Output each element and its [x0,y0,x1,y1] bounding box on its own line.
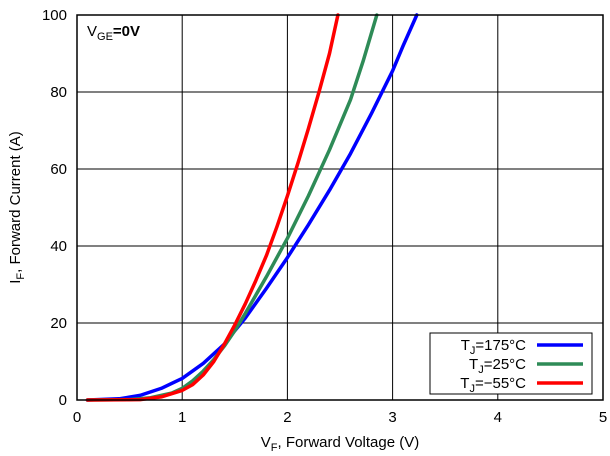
plot-frame [76,14,604,401]
legend-label-25c: TJ=25°C [469,356,526,376]
legend-entry-25c: TJ=25°C [469,356,583,376]
series-lines [85,13,419,402]
x-axis-label: VF, Forward Voltage (V) [261,434,419,454]
y-tick-label: 20 [50,315,67,332]
legend-label-175c: TJ=175°C [461,337,526,357]
series-line-2 [85,13,340,402]
x-tick-label: 2 [283,409,291,426]
y-tick-label: 60 [50,161,67,178]
series-line-1 [85,13,379,402]
x-tick-label: 1 [178,409,186,426]
xlabel-rest: , Forward Voltage (V) [278,434,420,451]
vge-annotation: VGE=0V [87,23,140,43]
annotation-main: V [87,23,97,40]
legend-label-minus55c: TJ=−55°C [460,375,526,395]
ylabel-sub: F [15,273,27,280]
ylabel-main: I [7,280,24,284]
xlabel-main: V [261,434,271,451]
ylabel-rest: , Forward Current (A) [7,131,24,273]
x-tick-label: 4 [494,409,502,426]
y-tick-label: 80 [50,84,67,101]
y-axis-label: IF, Forward Current (A) [7,131,27,284]
y-tick-label: 0 [59,392,67,409]
annotation-rest: =0V [113,23,140,40]
tick-labels: 0 1 2 3 4 5 0 20 40 60 80 100 [42,7,607,426]
x-tick-label: 3 [388,409,396,426]
legend: TJ=175°C TJ=25°C TJ=−55°C [429,332,593,395]
y-tick-label: 100 [42,7,67,24]
x-tick-label: 0 [73,409,81,426]
legend-entry-175c: TJ=175°C [461,337,583,357]
xlabel-sub: F [271,442,278,454]
series-line-0 [85,13,419,402]
legend-entry-minus55c: TJ=−55°C [460,375,583,395]
x-tick-label: 5 [599,409,607,426]
annotation-sub: GE [97,31,113,43]
y-tick-label: 40 [50,238,67,255]
